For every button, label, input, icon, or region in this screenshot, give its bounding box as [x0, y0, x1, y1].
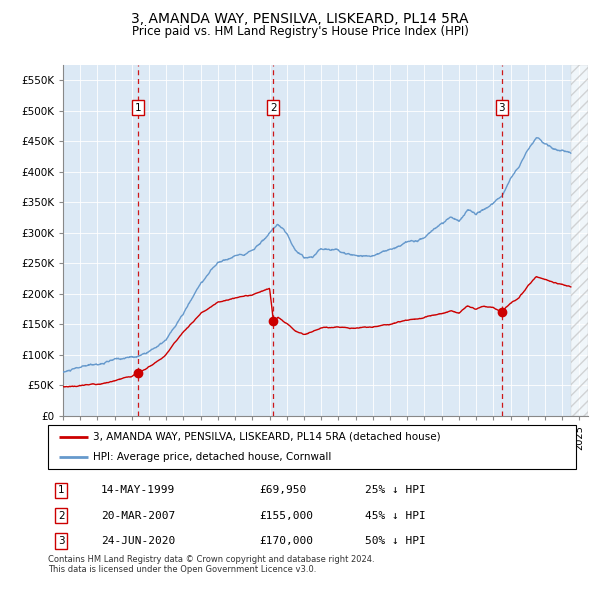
Text: £155,000: £155,000: [259, 510, 313, 520]
Text: HPI: Average price, detached house, Cornwall: HPI: Average price, detached house, Corn…: [93, 452, 331, 462]
Text: 24-JUN-2020: 24-JUN-2020: [101, 536, 175, 546]
Text: Contains HM Land Registry data © Crown copyright and database right 2024.
This d: Contains HM Land Registry data © Crown c…: [48, 555, 374, 574]
Text: 3, AMANDA WAY, PENSILVA, LISKEARD, PL14 5RA: 3, AMANDA WAY, PENSILVA, LISKEARD, PL14 …: [131, 12, 469, 26]
Text: 20-MAR-2007: 20-MAR-2007: [101, 510, 175, 520]
Text: £69,950: £69,950: [259, 486, 307, 495]
Bar: [571, 65, 588, 416]
Text: £170,000: £170,000: [259, 536, 313, 546]
Text: Price paid vs. HM Land Registry's House Price Index (HPI): Price paid vs. HM Land Registry's House …: [131, 25, 469, 38]
FancyBboxPatch shape: [48, 425, 576, 469]
Text: 3: 3: [58, 536, 65, 546]
Text: 2: 2: [270, 103, 277, 113]
Text: 50% ↓ HPI: 50% ↓ HPI: [365, 536, 425, 546]
Text: 14-MAY-1999: 14-MAY-1999: [101, 486, 175, 495]
Text: 3, AMANDA WAY, PENSILVA, LISKEARD, PL14 5RA (detached house): 3, AMANDA WAY, PENSILVA, LISKEARD, PL14 …: [93, 432, 440, 442]
Text: 1: 1: [135, 103, 142, 113]
Text: 25% ↓ HPI: 25% ↓ HPI: [365, 486, 425, 495]
Text: 1: 1: [58, 486, 65, 495]
Text: 45% ↓ HPI: 45% ↓ HPI: [365, 510, 425, 520]
Text: 3: 3: [498, 103, 505, 113]
Text: 2: 2: [58, 510, 65, 520]
